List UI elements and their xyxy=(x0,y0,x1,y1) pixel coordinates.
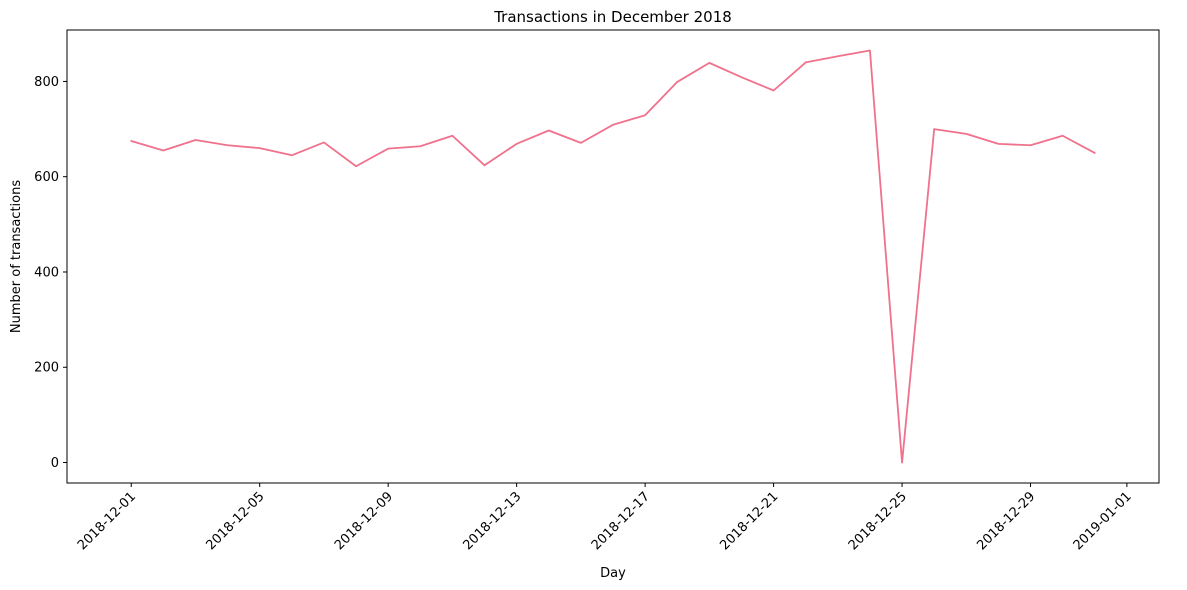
chart-title: Transactions in December 2018 xyxy=(493,8,732,26)
x-tick-label: 2018-12-01 xyxy=(75,489,139,553)
y-tick-label: 0 xyxy=(51,456,59,471)
y-tick-label: 600 xyxy=(34,170,59,185)
y-tick-label: 200 xyxy=(34,361,59,376)
y-tick-label: 800 xyxy=(34,75,59,90)
y-tick-label: 400 xyxy=(34,265,59,280)
x-axis-title: Day xyxy=(600,566,626,581)
plot-area-frame xyxy=(66,29,1160,484)
series-line xyxy=(130,49,1096,464)
x-tick-label: 2018-12-17 xyxy=(589,489,653,553)
x-tick-label: 2018-12-29 xyxy=(974,489,1038,553)
x-tick-label: 2018-12-09 xyxy=(332,489,396,553)
x-tick-label: 2018-12-21 xyxy=(717,489,781,553)
y-axis-title: Number of transactions xyxy=(9,180,24,333)
y-axis: 0 200 400 600 800 xyxy=(34,75,67,471)
x-tick-label: 2018-12-13 xyxy=(460,489,524,553)
x-tick-label: 2019-01-01 xyxy=(1071,489,1135,553)
x-axis: 2018-12-01 2018-12-05 2018-12-09 2018-12-13… xyxy=(75,483,1135,553)
x-tick-label: 2018-12-25 xyxy=(846,489,910,553)
x-tick-label: 2018-12-05 xyxy=(203,489,267,553)
series-layer xyxy=(130,49,1096,464)
